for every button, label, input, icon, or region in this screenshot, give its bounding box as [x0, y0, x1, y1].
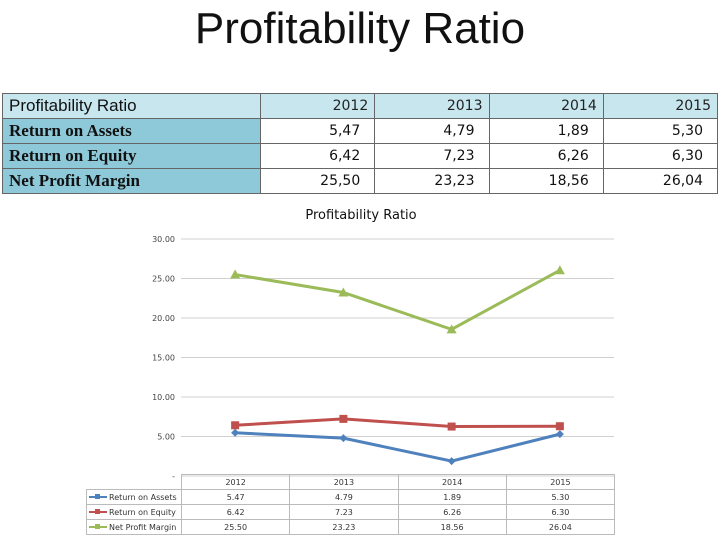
y-tick-label: 15.00 — [152, 354, 175, 363]
data-point — [446, 324, 457, 334]
y-tick-label: 25.00 — [152, 275, 175, 284]
data-point — [339, 414, 348, 423]
series-layer — [230, 265, 565, 466]
data-point — [338, 287, 349, 297]
ratio-table: Profitability Ratio 2012 2013 2014 2015 … — [2, 93, 719, 194]
legend-swatch — [89, 524, 107, 530]
table-row: Net Profit Margin 25,50 23,23 18,56 26,0… — [2, 168, 719, 194]
data-label: 26.04 — [505, 519, 616, 535]
table-cell: 1,89 — [488, 118, 604, 144]
x-tick-label: 2015 — [505, 474, 616, 490]
series-line — [235, 417, 560, 429]
table-cell: 23,23 — [374, 168, 490, 194]
table-cell: 4,79 — [374, 118, 490, 144]
data-label: 6.42 — [180, 504, 291, 520]
data-point — [555, 430, 564, 439]
table-cell: 18,56 — [488, 168, 604, 194]
data-point — [230, 269, 241, 279]
table-header-label: Profitability Ratio — [2, 93, 261, 119]
legend-entry: Return on Assets — [86, 489, 182, 505]
table-cell: 7,23 — [374, 143, 490, 169]
table-cell: 6,30 — [602, 143, 719, 169]
data-table-row: Return on Equity 6.42 7.23 6.26 6.30 — [86, 504, 616, 520]
data-point — [447, 457, 456, 466]
legend-label: Return on Equity — [109, 507, 176, 517]
table-row: Return on Equity 6,42 7,23 6,26 6,30 — [2, 143, 719, 169]
data-table-header-row: 2012 2013 2014 2015 — [86, 474, 616, 490]
series-return-on-assets — [231, 428, 564, 466]
data-point — [339, 434, 348, 443]
legend-entry: Net Profit Margin — [86, 519, 182, 535]
legend-label: Net Profit Margin — [109, 522, 177, 532]
x-tick-label: 2014 — [397, 474, 507, 490]
data-point — [447, 422, 456, 431]
y-tick-label: 20.00 — [152, 314, 175, 323]
y-tick-label: 5.00 — [157, 433, 175, 442]
slide-title: Profitability Ratio — [194, 4, 526, 53]
line-chart: Profitability Ratio -5.0010.0015.0020.00… — [152, 208, 614, 480]
table-header-row: Profitability Ratio 2012 2013 2014 2015 — [2, 93, 719, 119]
table-cell: 6,26 — [488, 143, 604, 169]
data-label: 4.79 — [289, 489, 399, 505]
data-label: 5.47 — [180, 489, 291, 505]
data-label: 5.30 — [505, 489, 616, 505]
table-header-year: 2014 — [488, 93, 604, 119]
legend-swatch — [89, 494, 107, 500]
data-table-row: Return on Assets 5.47 4.79 1.89 5.30 — [86, 489, 616, 505]
series-line — [234, 268, 561, 332]
y-tick-label: 30.00 — [152, 235, 175, 244]
series-net-profit-margin — [230, 265, 565, 334]
data-table-corner — [86, 474, 182, 490]
row-label: Net Profit Margin — [2, 168, 261, 194]
x-tick-label: 2013 — [289, 474, 399, 490]
table-cell: 6,42 — [259, 143, 376, 169]
chart-title: Profitability Ratio — [305, 208, 416, 223]
table-cell: 5,47 — [259, 118, 376, 144]
data-label: 6.26 — [397, 504, 507, 520]
table-cell: 26,04 — [602, 168, 719, 194]
data-label: 6.30 — [505, 504, 616, 520]
table-cell: 5,30 — [602, 118, 719, 144]
data-label: 1.89 — [397, 489, 507, 505]
x-tick-label: 2012 — [180, 474, 291, 490]
data-point — [231, 421, 240, 430]
data-label: 18.56 — [397, 519, 507, 535]
legend-label: Return on Assets — [109, 492, 177, 502]
legend-swatch — [89, 509, 107, 515]
chart-data-table: 2012 2013 2014 2015 Return on Assets 5.4… — [86, 474, 616, 535]
row-label: Return on Assets — [2, 118, 261, 144]
table-header-year: 2012 — [259, 93, 376, 119]
legend-entry: Return on Equity — [86, 504, 182, 520]
table-row: Return on Assets 5,47 4,79 1,89 5,30 — [2, 118, 719, 144]
table-header-year: 2013 — [374, 93, 490, 119]
table-cell: 25,50 — [259, 168, 376, 194]
data-table-row: Net Profit Margin 25.50 23.23 18.56 26.0… — [86, 519, 616, 535]
series-return-on-equity — [231, 414, 564, 431]
y-tick-label: 10.00 — [152, 393, 175, 402]
data-label: 23.23 — [289, 519, 399, 535]
series-line — [235, 431, 561, 463]
data-point — [555, 422, 564, 431]
data-label: 7.23 — [289, 504, 399, 520]
table-header-year: 2015 — [602, 93, 719, 119]
data-label: 25.50 — [180, 519, 291, 535]
row-label: Return on Equity — [2, 143, 261, 169]
data-point — [554, 265, 565, 275]
data-point — [231, 428, 240, 437]
